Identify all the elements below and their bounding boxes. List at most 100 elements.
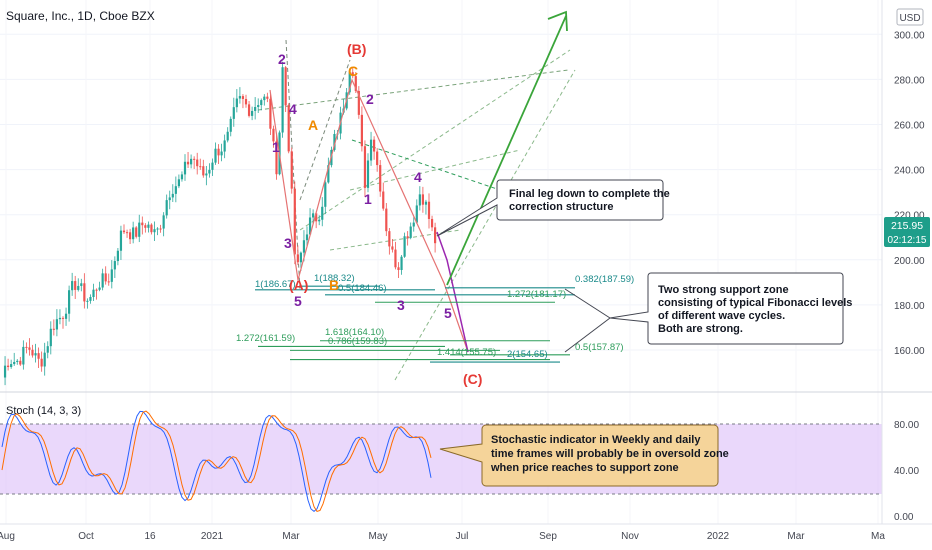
candle-body — [254, 107, 257, 111]
candle-body — [269, 98, 272, 129]
candle-body — [366, 160, 370, 188]
candle-body — [205, 173, 208, 176]
candle-body — [369, 139, 373, 161]
candle-body — [229, 118, 232, 132]
stochastic-d-line — [1, 410, 432, 512]
fibonacci-label: 1.414(155.75) — [437, 347, 496, 358]
price-tick-label: 280.00 — [894, 75, 925, 86]
fibonacci-label: 1.272(181.17) — [507, 289, 566, 300]
candle-body — [98, 287, 101, 290]
wave-label: B — [329, 277, 339, 293]
callout-support-line1: Two strong support zone — [658, 284, 789, 296]
candle-body — [74, 281, 77, 290]
candle-body — [190, 158, 193, 165]
candle-body — [281, 67, 284, 133]
fibonacci-label: 0.786(159.83) — [328, 336, 387, 347]
candle-body — [43, 352, 46, 367]
candle-body — [125, 232, 129, 234]
candle-body — [434, 227, 437, 244]
candle-body — [49, 328, 52, 347]
candle-body — [333, 133, 336, 150]
candle-body — [388, 231, 391, 247]
candle-body — [430, 218, 434, 228]
candle-body — [25, 346, 28, 348]
candle-body — [324, 182, 327, 207]
stochastic-tick-label: 80.00 — [894, 420, 919, 431]
callout-stochastic[interactable]: Stochastic indicator in Weekly and daily… — [439, 424, 729, 487]
candle-body — [129, 232, 132, 240]
candle-body — [241, 96, 245, 99]
candle-body — [272, 128, 275, 142]
channel-dashed-line — [299, 49, 571, 231]
wave-label: 5 — [294, 293, 302, 309]
wave-label: 4 — [414, 169, 422, 185]
candle-body — [132, 227, 135, 240]
fibonacci-label: 1.272(161.59) — [236, 333, 295, 344]
candle-body — [159, 228, 162, 230]
candle-body — [251, 110, 254, 116]
candle-body — [290, 151, 293, 189]
wave-purple-projection — [436, 231, 469, 353]
callout-final-leg-line1: Final leg down to complete the — [509, 188, 670, 200]
candle-body — [58, 317, 62, 320]
callout-support-zone[interactable]: Two strong support zone consisting of ty… — [564, 272, 852, 353]
price-axis-labels: 160.00 180.00 200.00 220.00 240.00 260.00 280.… — [894, 30, 925, 357]
channel-dashed-line — [351, 139, 501, 191]
candle-body — [263, 96, 266, 101]
elliott-channel-lines — [257, 39, 576, 381]
candle-body — [238, 96, 241, 99]
wave-red-path — [269, 78, 469, 353]
callout-support-line2: consisting of typical Fibonacci levels — [658, 297, 852, 309]
candle-body — [315, 213, 318, 222]
candle-body — [156, 228, 159, 230]
candle-body — [116, 250, 119, 262]
channel-dashed-line — [394, 69, 576, 381]
candle-body — [68, 290, 71, 314]
candle-body — [153, 229, 156, 233]
candle-body — [104, 273, 107, 282]
time-tick-label: Oct — [78, 531, 94, 542]
wave-label: 2 — [278, 51, 286, 67]
candle-body — [415, 205, 418, 223]
candle-body — [214, 148, 217, 163]
chart-title[interactable]: Square, Inc., 1D, Cboe BZX — [6, 9, 155, 23]
candle-body — [382, 191, 385, 209]
time-tick-label: Mar — [282, 531, 300, 542]
candle-body — [141, 222, 144, 226]
candle-body — [232, 107, 235, 119]
candle-body — [162, 215, 165, 229]
wave-label: (B) — [347, 41, 366, 57]
price-tick-label: 200.00 — [894, 256, 925, 267]
fibonacci-label: 2(154.65) — [507, 349, 548, 360]
candle-body — [376, 151, 379, 166]
currency-button[interactable]: USD — [896, 8, 924, 26]
candle-body — [275, 141, 278, 175]
candle-body — [40, 358, 43, 367]
time-tick-label: Jul — [456, 531, 469, 542]
candle-body — [171, 193, 174, 198]
stochastic-lines — [1, 410, 432, 513]
candle-body — [403, 236, 406, 257]
bullish-projection-arrow — [446, 10, 568, 286]
candle-body — [183, 161, 187, 175]
candle-body — [110, 269, 113, 282]
candle-body — [16, 360, 19, 362]
fibonacci-levels — [255, 285, 575, 363]
candle-body — [202, 166, 205, 176]
callout-stochastic-line3: when price reaches to support zone — [490, 462, 679, 474]
stochastic-axis-labels: 80.00 40.00 0.00 — [894, 420, 919, 523]
time-tick-label: 16 — [144, 531, 156, 542]
candle-body — [418, 194, 421, 206]
candle-body — [89, 297, 92, 301]
stochastic-k-line — [1, 410, 432, 513]
callout-support-line3: of different wave cycles. — [658, 310, 785, 322]
stochastic-label[interactable]: Stoch (14, 3, 3) — [6, 405, 81, 417]
candle-body — [296, 254, 299, 263]
candle-body — [138, 222, 141, 237]
channel-dashed-line — [257, 69, 569, 111]
candle-body — [37, 353, 40, 359]
candle-body — [61, 317, 65, 319]
time-tick-label: Mar — [787, 531, 805, 542]
callout-final-leg[interactable]: Final leg down to complete the correctio… — [436, 179, 670, 237]
fibonacci-label: 0.382(187.59) — [575, 274, 634, 285]
